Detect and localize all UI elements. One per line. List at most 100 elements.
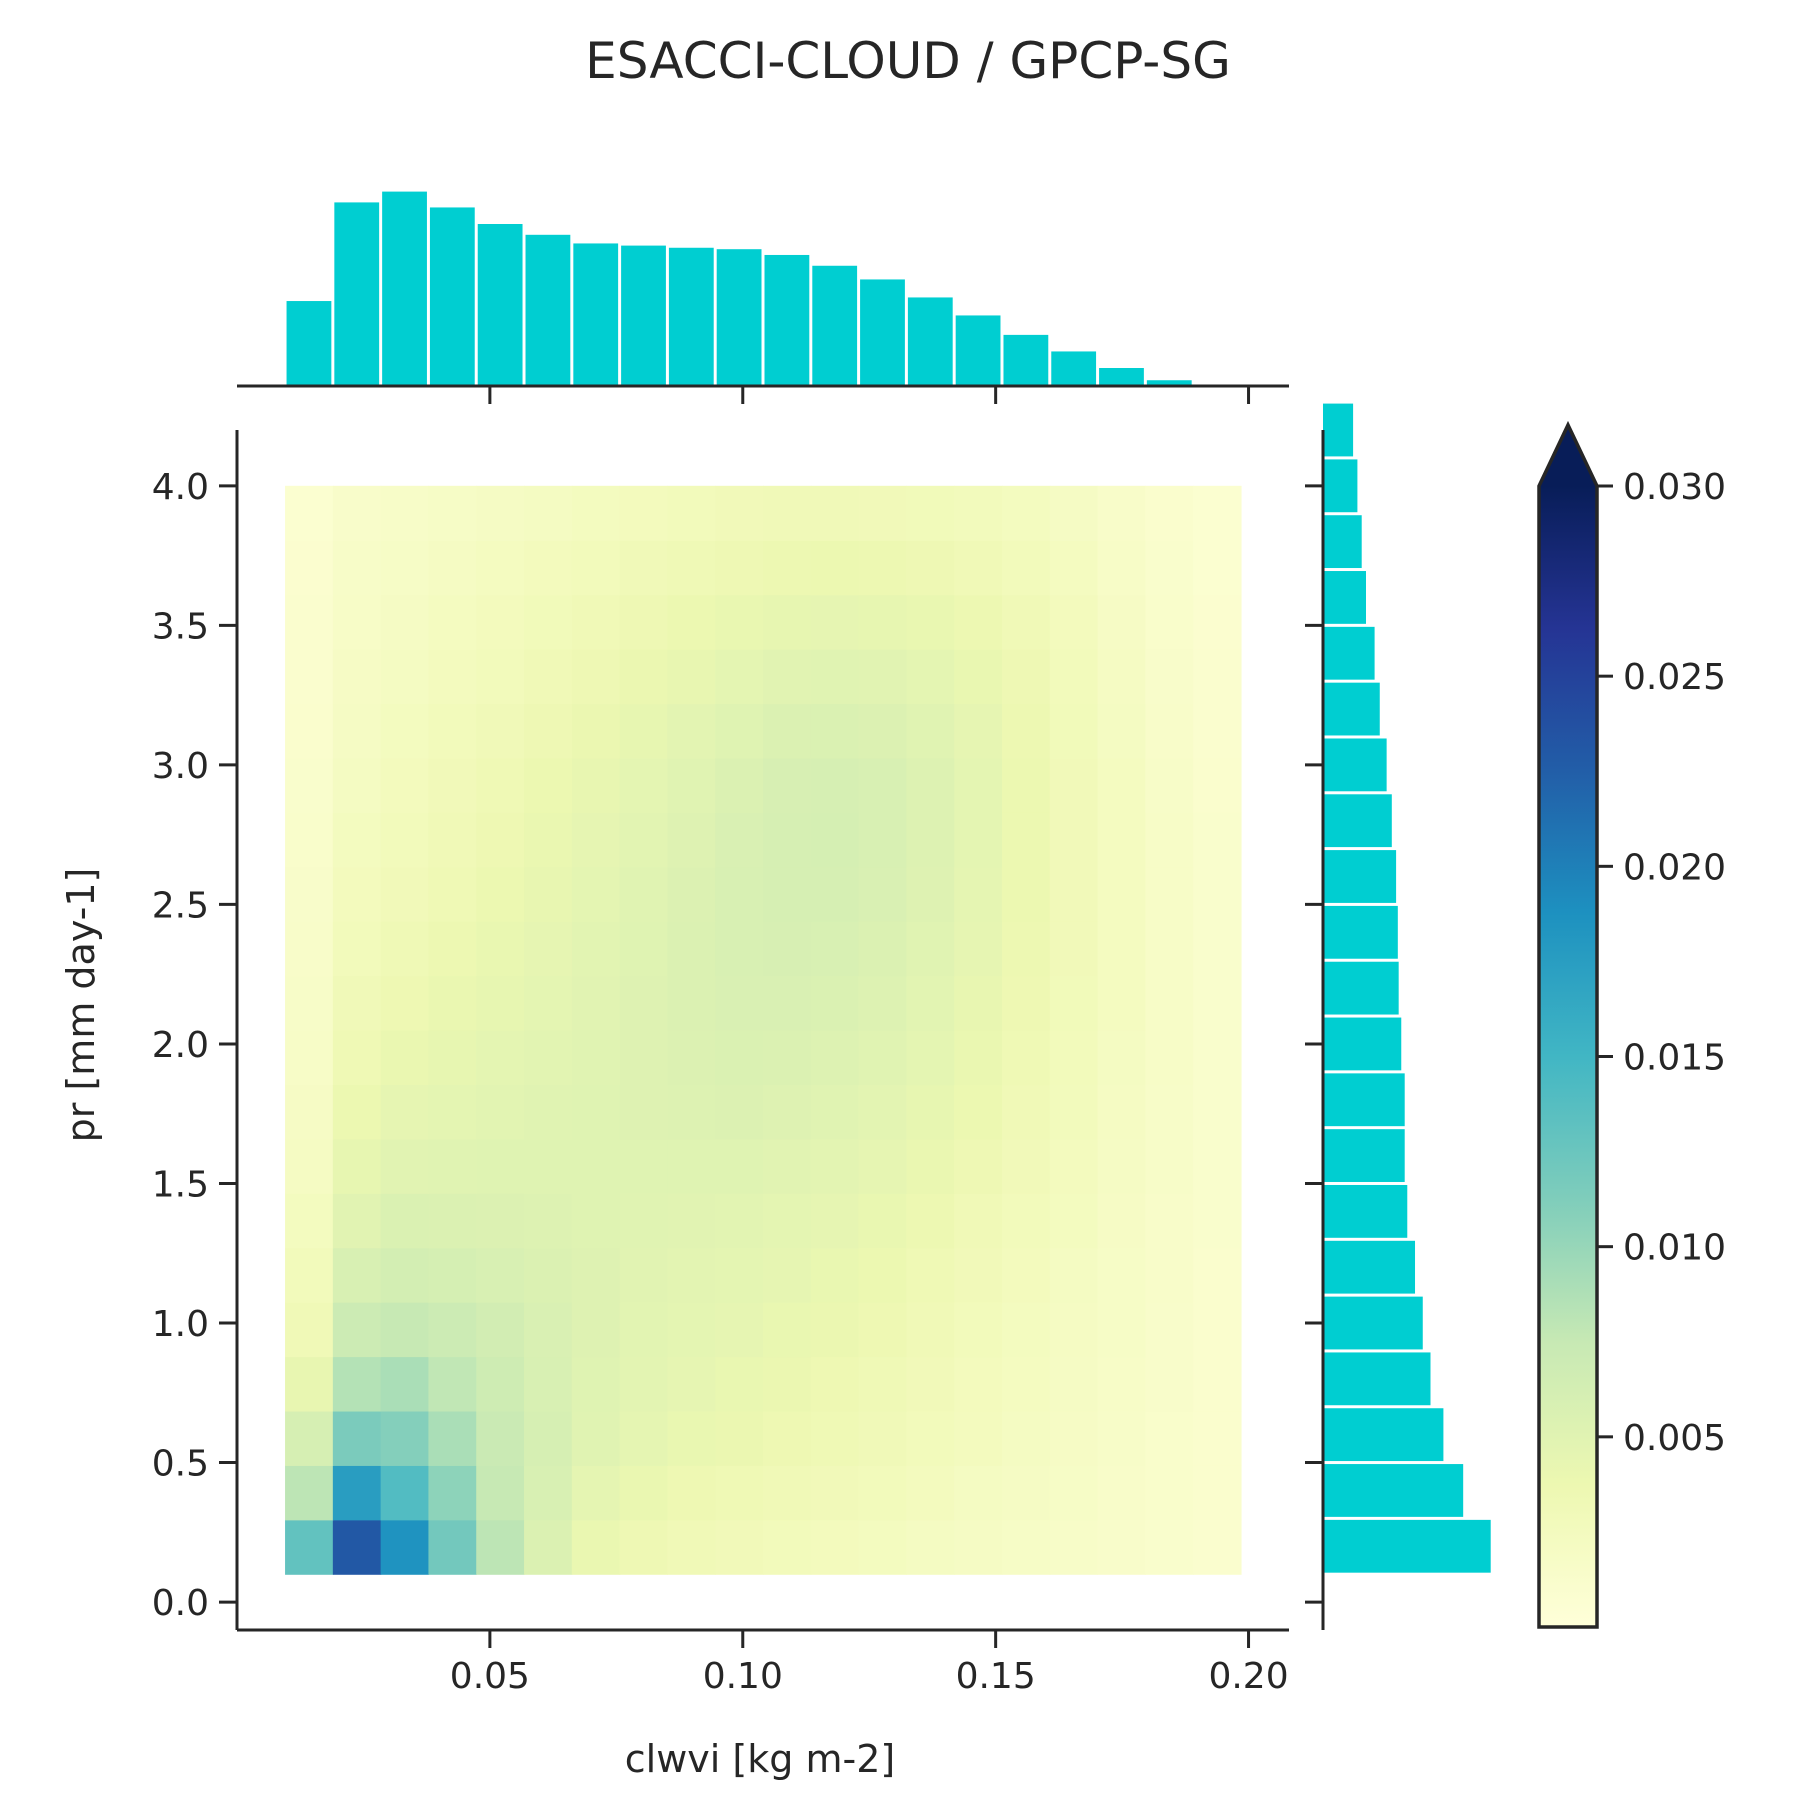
heatmap-cell (1145, 1247, 1194, 1303)
heatmap-cell (524, 1465, 573, 1521)
heatmap-cell (858, 921, 907, 977)
heatmap-cell (1145, 1356, 1194, 1412)
heatmap-cell (1097, 1519, 1146, 1575)
heatmap-cell (285, 1302, 334, 1358)
heatmap-cell (1193, 540, 1242, 596)
heatmap-cell (619, 812, 669, 868)
heatmap-cell (1049, 921, 1099, 977)
heatmap-cell (476, 1138, 525, 1194)
heatmap-cell (667, 1138, 716, 1194)
heatmap-cell (380, 1519, 430, 1575)
heatmap-cell (1049, 812, 1099, 868)
heatmap-cell (332, 1084, 382, 1140)
heatmap-cell (763, 1302, 812, 1358)
heatmap-cell (715, 812, 764, 868)
heatmap-cell (667, 1084, 716, 1140)
heatmap-cell (906, 866, 955, 922)
heatmap-cell (858, 866, 907, 922)
heatmap-cell (858, 594, 907, 650)
heatmap-cell (1145, 540, 1194, 596)
heatmap-cell (332, 1193, 382, 1249)
colorbar-tick-label: 0.005 (1623, 1418, 1726, 1459)
heatmap-cell (906, 1084, 955, 1140)
heatmap-cell (715, 975, 764, 1031)
heatmap-cell (1193, 1138, 1242, 1194)
heatmap-cell (1145, 921, 1194, 977)
heatmap-cell (858, 649, 907, 705)
right-hist-bar (1323, 1073, 1405, 1127)
heatmap-cell (667, 1519, 716, 1575)
top-hist-bar (477, 224, 523, 386)
heatmap-cell (1049, 594, 1099, 650)
heatmap-cell (858, 1519, 907, 1575)
top-hist-bar (334, 202, 380, 386)
heatmap-cell (715, 1465, 764, 1521)
heatmap-cell (1001, 1356, 1051, 1412)
top-hist-bar (573, 243, 619, 386)
heatmap-cell (524, 812, 573, 868)
heatmap-cell (906, 1138, 955, 1194)
heatmap-cell (1145, 1410, 1194, 1466)
heatmap-cell (524, 703, 573, 759)
top-hist-bar (1099, 368, 1144, 386)
heatmap-cell (476, 1193, 525, 1249)
heatmap-cell (858, 1302, 907, 1358)
y-tick-label: 4.0 (152, 467, 209, 508)
y-tick-label: 1.0 (152, 1304, 209, 1345)
heatmap-cell (715, 485, 764, 541)
heatmap-cell (1001, 1138, 1051, 1194)
heatmap-cell (1097, 1247, 1146, 1303)
heatmap-cell (715, 1138, 764, 1194)
heatmap-cell (1049, 1519, 1099, 1575)
heatmap-cell (285, 1138, 334, 1194)
colorbar-tick-label: 0.015 (1623, 1038, 1726, 1079)
heatmap-cell (1193, 1302, 1242, 1358)
heatmap-cell (1001, 1193, 1051, 1249)
heatmap-cell (667, 1247, 716, 1303)
heatmap-cell (524, 1084, 573, 1140)
heatmap-cell (571, 1519, 621, 1575)
heatmap-cell (763, 1465, 812, 1521)
heatmap-cell (524, 1410, 573, 1466)
top-hist-bar (668, 247, 714, 386)
heatmap-cell (1097, 1302, 1146, 1358)
heatmap-cell (954, 1465, 1003, 1521)
heatmap-cell (1001, 975, 1051, 1031)
heatmap-cell (954, 594, 1003, 650)
heatmap-cell (810, 866, 860, 922)
heatmap-cell (571, 1138, 621, 1194)
heatmap-cell (332, 1465, 382, 1521)
top-hist-bar (286, 301, 332, 386)
heatmap-cell (667, 649, 716, 705)
heatmap-cell (476, 921, 525, 977)
heatmap-cell (1193, 921, 1242, 977)
heatmap-cell (332, 1138, 382, 1194)
heatmap-cell (428, 1302, 477, 1358)
heatmap-cell (332, 540, 382, 596)
heatmap-cell (524, 757, 573, 813)
heatmap-cell (332, 812, 382, 868)
right-marginal-histogram (1323, 403, 1491, 1573)
right-hist-bar (1323, 1129, 1405, 1182)
heatmap-cell (619, 703, 669, 759)
heatmap-cell (619, 921, 669, 977)
heatmap-cell (858, 540, 907, 596)
y-axis-label: pr [mm day-1] (59, 868, 103, 1143)
heatmap-cell (428, 649, 477, 705)
heatmap-cell (858, 703, 907, 759)
heatmap-cell (332, 594, 382, 650)
heatmap-cell (1097, 1465, 1146, 1521)
heatmap-cell (858, 1138, 907, 1194)
heatmap-cell (285, 1030, 334, 1086)
heatmap-cell (1049, 866, 1099, 922)
heatmap-cell (954, 703, 1003, 759)
heatmap-cell (954, 921, 1003, 977)
heatmap-cell (715, 921, 764, 977)
heatmap-cell (858, 1247, 907, 1303)
heatmap-cell (858, 1465, 907, 1521)
heatmap-cell (619, 1302, 669, 1358)
heatmap-cell (1193, 1084, 1242, 1140)
heatmap-cell (1001, 921, 1051, 977)
heatmap-cell (285, 812, 334, 868)
